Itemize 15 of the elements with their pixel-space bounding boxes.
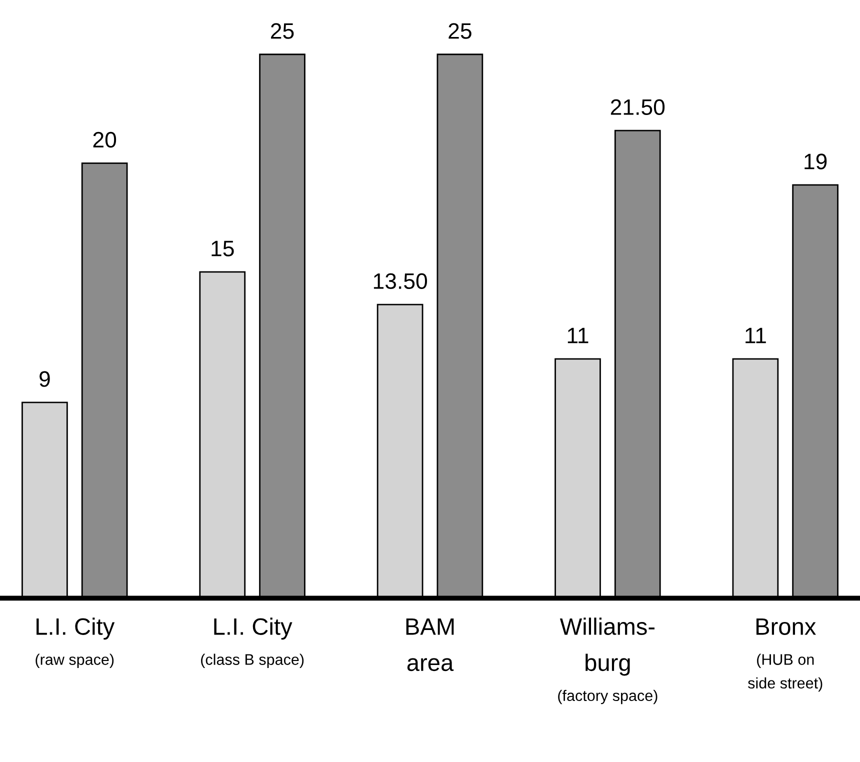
data-label: 21.50	[610, 99, 665, 116]
data-label: 11	[746, 328, 766, 344]
data-label: 25	[271, 23, 294, 39]
data-label: 11	[568, 328, 588, 344]
x-tick-label: BAM area	[406, 618, 454, 672]
data-label: 9	[40, 371, 50, 387]
data-label: 25	[448, 23, 472, 39]
data-label: 20	[93, 132, 116, 148]
x-tick-label: Bronx (HUB on side street)	[748, 618, 822, 692]
x-tick-label: L.I. City (raw space)	[36, 618, 115, 668]
data-label: 13.50	[374, 273, 427, 290]
data-label: 15	[212, 240, 234, 256]
x-tick-label: L.I. City (class B space)	[201, 618, 304, 668]
data-label: 19	[804, 154, 827, 170]
x-tick-label: Williams- burg (factory space)	[558, 618, 658, 704]
